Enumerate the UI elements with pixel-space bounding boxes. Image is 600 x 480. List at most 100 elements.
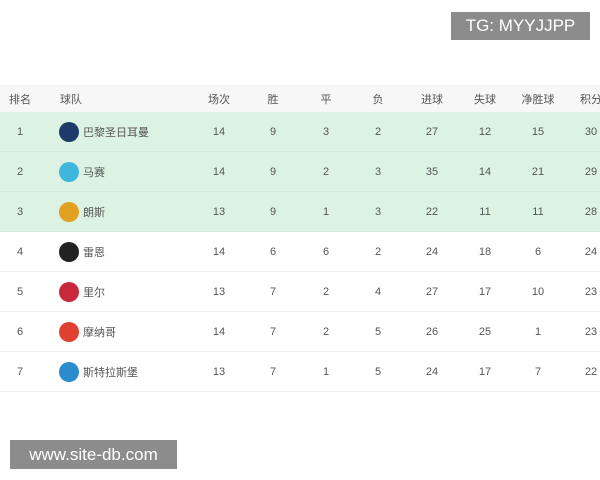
wins-cell: 7 <box>269 325 277 338</box>
team-cell[interactable]: 巴黎圣日耳曼 <box>59 112 149 151</box>
goal-diff-cell: 7 <box>534 365 542 378</box>
goals-against-cell: 11 <box>479 205 491 218</box>
table-row[interactable]: 6 14 7 2 5 26 25 1 23 摩纳哥 <box>0 312 600 352</box>
draws-cell: 1 <box>322 365 330 378</box>
header-wins: 胜 <box>267 93 279 106</box>
header-points: 积分 <box>580 93 600 106</box>
played-cell: 14 <box>212 125 226 138</box>
points-cell: 30 <box>584 125 598 138</box>
goal-diff-cell: 15 <box>531 125 545 138</box>
lille-logo-icon <box>59 281 79 302</box>
goals-against-cell: 18 <box>478 245 492 258</box>
draws-cell: 3 <box>322 125 330 138</box>
rank-cell: 4 <box>16 245 24 258</box>
watermark-top: TG: MYYJJPP <box>451 12 590 40</box>
goal-diff-cell: 6 <box>534 245 542 258</box>
draws-cell: 1 <box>322 205 330 218</box>
team-name: 里尔 <box>83 286 105 299</box>
monaco-logo-icon <box>59 321 79 342</box>
rank-cell: 3 <box>16 205 24 218</box>
team-cell[interactable]: 斯特拉斯堡 <box>59 352 138 391</box>
team-cell[interactable]: 马赛 <box>59 152 105 191</box>
played-cell: 13 <box>212 285 226 298</box>
goals-against-cell: 12 <box>478 125 492 138</box>
played-cell: 13 <box>212 205 226 218</box>
lens-logo-icon <box>59 201 79 222</box>
goals-against-cell: 17 <box>478 285 492 298</box>
header-goal-diff: 净胜球 <box>521 93 555 106</box>
wins-cell: 9 <box>269 165 277 178</box>
played-cell: 13 <box>212 365 226 378</box>
points-cell: 28 <box>584 205 598 218</box>
team-name: 朗斯 <box>83 206 105 219</box>
team-cell[interactable]: 里尔 <box>59 272 105 311</box>
rank-cell: 7 <box>16 365 24 378</box>
rennes-logo-icon <box>59 241 79 262</box>
team-cell[interactable]: 雷恩 <box>59 232 105 271</box>
table-row[interactable]: 3 13 9 1 3 22 11 11 28 朗斯 <box>0 192 600 232</box>
goals-for-cell: 24 <box>425 245 439 258</box>
team-cell[interactable]: 摩纳哥 <box>59 312 116 351</box>
goal-diff-cell: 1 <box>534 325 542 338</box>
goals-for-cell: 26 <box>425 325 439 338</box>
watermark-bottom: www.site-db.com <box>10 440 177 469</box>
played-cell: 14 <box>212 245 226 258</box>
header-draws: 平 <box>320 93 332 106</box>
losses-cell: 5 <box>374 365 382 378</box>
draws-cell: 6 <box>322 245 330 258</box>
wins-cell: 7 <box>269 365 277 378</box>
losses-cell: 4 <box>374 285 382 298</box>
losses-cell: 2 <box>374 245 382 258</box>
points-cell: 22 <box>584 365 598 378</box>
goals-for-cell: 24 <box>425 365 439 378</box>
draws-cell: 2 <box>322 325 330 338</box>
points-cell: 23 <box>584 325 598 338</box>
header-rank: 排名 <box>9 93 31 106</box>
table-row[interactable]: 4 14 6 6 2 24 18 6 24 雷恩 <box>0 232 600 272</box>
table-row[interactable]: 1 14 9 3 2 27 12 15 30 巴黎圣日耳曼 <box>0 112 600 152</box>
wins-cell: 7 <box>269 285 277 298</box>
team-name: 巴黎圣日耳曼 <box>83 126 149 139</box>
team-name: 雷恩 <box>83 246 105 259</box>
goal-diff-cell: 10 <box>531 285 545 298</box>
rank-cell: 2 <box>16 165 24 178</box>
goals-against-cell: 14 <box>478 165 492 178</box>
played-cell: 14 <box>212 165 226 178</box>
points-cell: 23 <box>584 285 598 298</box>
draws-cell: 2 <box>322 165 330 178</box>
team-cell[interactable]: 朗斯 <box>59 192 105 231</box>
header-losses: 负 <box>372 93 384 106</box>
header-goals-for: 进球 <box>421 93 443 106</box>
wins-cell: 9 <box>269 125 277 138</box>
rank-cell: 5 <box>16 285 24 298</box>
losses-cell: 5 <box>374 325 382 338</box>
team-name: 斯特拉斯堡 <box>83 366 138 379</box>
header-played: 场次 <box>208 93 230 106</box>
losses-cell: 3 <box>374 205 382 218</box>
goals-against-cell: 17 <box>478 365 492 378</box>
strasbourg-logo-icon <box>59 361 79 382</box>
goal-diff-cell: 11 <box>532 205 544 218</box>
points-cell: 29 <box>584 165 598 178</box>
table-row[interactable]: 7 13 7 1 5 24 17 7 22 斯特拉斯堡 <box>0 352 600 392</box>
losses-cell: 2 <box>374 125 382 138</box>
goals-for-cell: 35 <box>425 165 439 178</box>
goals-for-cell: 27 <box>425 125 439 138</box>
played-cell: 14 <box>212 325 226 338</box>
table-row[interactable]: 2 14 9 2 3 35 14 21 29 马赛 <box>0 152 600 192</box>
goals-for-cell: 22 <box>425 205 439 218</box>
header-team: 球队 <box>60 93 82 106</box>
goals-for-cell: 27 <box>425 285 439 298</box>
table-row[interactable]: 5 13 7 2 4 27 17 10 23 里尔 <box>0 272 600 312</box>
wins-cell: 6 <box>269 245 277 258</box>
draws-cell: 2 <box>322 285 330 298</box>
goal-diff-cell: 21 <box>531 165 545 178</box>
psg-logo-icon <box>59 121 79 142</box>
team-name: 摩纳哥 <box>83 326 116 339</box>
goals-against-cell: 25 <box>478 325 492 338</box>
rank-cell: 6 <box>16 325 24 338</box>
points-cell: 24 <box>584 245 598 258</box>
wins-cell: 9 <box>269 205 277 218</box>
standings-table: 排名 球队 场次 胜 平 负 进球 失球 净胜球 积分 1 14 9 3 2 27 12 15… <box>0 85 600 392</box>
header-goals-against: 失球 <box>474 93 496 106</box>
